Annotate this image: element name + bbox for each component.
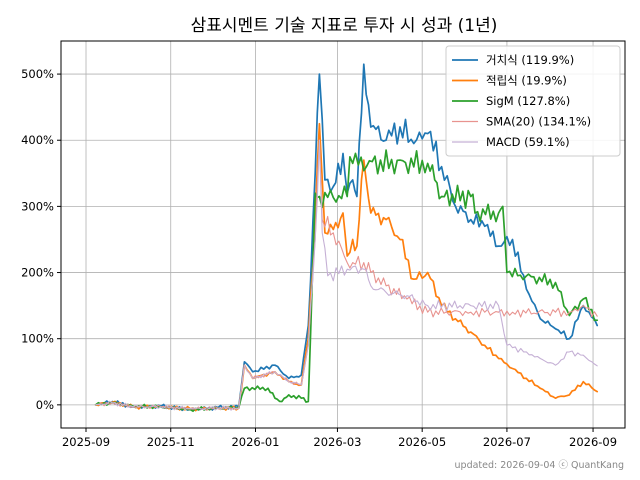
x-axis: 2025-09 2025-11 2026-01 2026-03 2026-05 2026-… bbox=[62, 428, 617, 449]
x-tick-label: 2026-03 bbox=[313, 435, 361, 449]
y-tick-label: 0% bbox=[36, 398, 54, 412]
legend-label: 거치식 (119.9%) bbox=[486, 53, 574, 67]
y-axis: 0% 100% 200% 300% 400% 500% bbox=[21, 67, 61, 412]
x-tick-label: 2025-09 bbox=[62, 435, 110, 449]
y-tick-label: 300% bbox=[21, 199, 54, 213]
x-tick-label: 2026-05 bbox=[398, 435, 446, 449]
y-tick-label: 200% bbox=[21, 266, 54, 280]
legend-label: SigM (127.8%) bbox=[486, 94, 570, 108]
legend: 거치식 (119.9%) 적립식 (19.9%) SigM (127.8%) SMA(… bbox=[445, 45, 621, 157]
legend-label: SMA(20) (134.1%) bbox=[486, 115, 591, 129]
y-tick-label: 400% bbox=[21, 133, 54, 147]
y-tick-label: 100% bbox=[21, 332, 54, 346]
series-line-5 bbox=[95, 139, 598, 411]
series-line-3 bbox=[94, 149, 599, 413]
footer-credit: updated: 2026-09-04 ⓒ QuantKang bbox=[455, 460, 624, 471]
y-tick-label: 500% bbox=[21, 67, 54, 81]
series-layer bbox=[94, 63, 599, 413]
x-tick-label: 2026-07 bbox=[483, 435, 531, 449]
legend-label: MACD (59.1%) bbox=[486, 135, 570, 149]
chart-title: 삼표시멘트 기술 지표로 투자 시 성과 (1년) bbox=[191, 16, 498, 36]
plot-area-frame bbox=[60, 40, 626, 429]
x-tick-label: 2026-01 bbox=[231, 435, 279, 449]
legend-box bbox=[445, 45, 621, 157]
x-tick-label: 2026-09 bbox=[569, 435, 617, 449]
legend-label: 적립식 (19.9%) bbox=[486, 74, 567, 88]
x-tick-label: 2025-11 bbox=[147, 435, 195, 449]
